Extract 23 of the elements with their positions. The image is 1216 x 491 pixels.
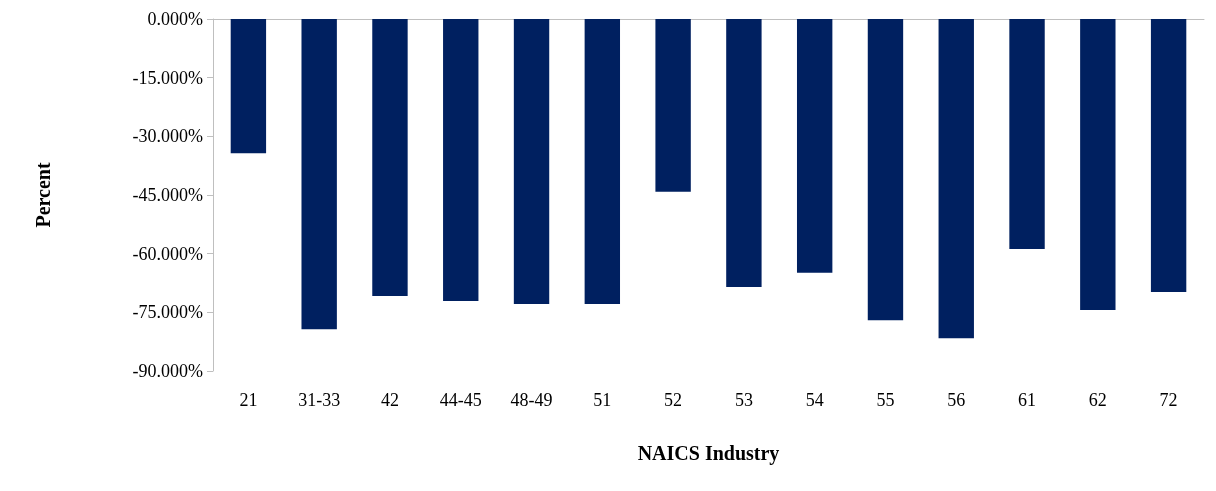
y-axis-title: Percent xyxy=(32,162,54,228)
x-tick-label: 61 xyxy=(1018,390,1037,410)
y-tick-label: -45.000% xyxy=(132,185,203,205)
y-tick-label: -30.000% xyxy=(132,126,203,147)
x-tick-label: 62 xyxy=(1088,390,1107,410)
y-tick-label: 0.000% xyxy=(147,9,203,29)
y-tick-label: -75.000% xyxy=(132,302,203,323)
y-tick-label: -90.000% xyxy=(132,361,203,381)
x-tick-label: 42 xyxy=(380,390,399,410)
y-tick-label: -15.000% xyxy=(132,67,203,88)
x-tick-label: 72 xyxy=(1159,390,1178,410)
x-tick-label: 55 xyxy=(876,390,895,410)
y-tick-label: -60.000% xyxy=(132,243,203,264)
x-tick-label: 51 xyxy=(593,390,612,410)
x-tick-label: 44-45 xyxy=(439,390,482,410)
x-tick-label: 21 xyxy=(239,390,258,410)
x-tick-label: 48-49 xyxy=(510,390,553,410)
x-axis-title: NAICS Industry xyxy=(637,442,780,465)
x-tick-label: 54 xyxy=(805,390,824,410)
x-tick-label: 31-33 xyxy=(298,390,341,410)
x-tick-label: 56 xyxy=(947,390,966,410)
x-tick-label: 53 xyxy=(734,390,753,410)
x-tick-label: 52 xyxy=(664,390,683,410)
